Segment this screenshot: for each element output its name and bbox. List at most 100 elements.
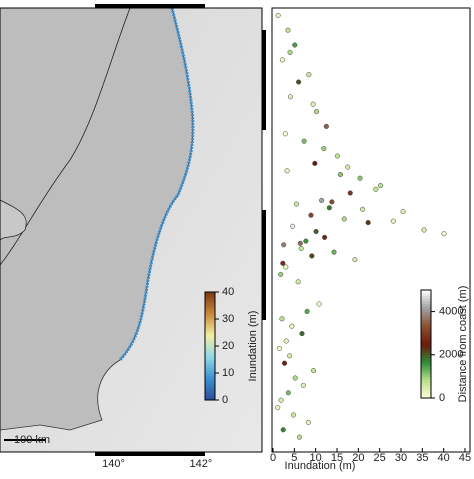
scatter-point bbox=[290, 223, 296, 229]
scatter-point bbox=[283, 338, 289, 344]
colorbar-cell bbox=[205, 319, 215, 323]
colorbar-cell bbox=[205, 397, 215, 401]
scatter-point bbox=[305, 419, 311, 425]
scatter-point bbox=[287, 49, 293, 55]
colorbar-cell bbox=[421, 290, 431, 294]
scatter-point bbox=[400, 208, 406, 215]
colorbar-cell bbox=[421, 354, 431, 358]
scatter-point bbox=[331, 249, 337, 255]
colorbar-cell bbox=[205, 391, 215, 396]
scatter-point bbox=[312, 160, 318, 166]
scatter-point bbox=[306, 72, 312, 78]
colorbar-cell bbox=[205, 305, 215, 309]
colorbar-cell bbox=[421, 357, 431, 361]
scatter-point bbox=[297, 240, 303, 246]
scatter-point bbox=[287, 94, 294, 100]
colorbar-tick-label: 10 bbox=[222, 367, 234, 379]
colorbar-tick-label: 30 bbox=[222, 313, 234, 325]
x-tick-label: 25 bbox=[374, 452, 386, 464]
x-axis-label: Inundation (m) bbox=[285, 460, 356, 472]
colorbar-cell bbox=[205, 378, 215, 382]
scatter-point bbox=[287, 353, 293, 359]
colorbar-cell bbox=[205, 354, 215, 358]
scatter-point bbox=[334, 153, 340, 159]
scatter-point bbox=[441, 231, 447, 237]
colorbar-cell bbox=[421, 389, 431, 394]
scatter-point bbox=[280, 427, 286, 433]
scatter-point bbox=[313, 228, 319, 235]
plot-frame bbox=[271, 7, 471, 453]
colorbar-cell bbox=[205, 337, 215, 342]
coast-inundation bbox=[118, 7, 195, 362]
colorbar-cell bbox=[421, 376, 431, 380]
scatter-point bbox=[279, 57, 285, 63]
colorbar-cell bbox=[205, 351, 215, 355]
colorbar-cell bbox=[205, 302, 215, 306]
colorbar-cell bbox=[421, 368, 431, 372]
colorbar-cell bbox=[205, 362, 215, 366]
scatter-point bbox=[390, 218, 396, 224]
scatter-point bbox=[281, 360, 288, 366]
colorbar-cell bbox=[421, 327, 431, 331]
colorbar-cell bbox=[421, 381, 431, 385]
scatter-point bbox=[300, 382, 306, 388]
colorbar-cell bbox=[205, 294, 215, 298]
colorbar-cell bbox=[205, 316, 215, 320]
frame-bar bbox=[262, 210, 266, 320]
scatter-point bbox=[352, 257, 358, 263]
colorbar-cell bbox=[421, 373, 431, 377]
colorbar-cell bbox=[421, 319, 431, 323]
colorbar-tick-label: 0 bbox=[222, 394, 228, 406]
scatter-point bbox=[280, 260, 286, 266]
scatter-point bbox=[296, 79, 302, 85]
colorbar-cell bbox=[205, 364, 215, 369]
scatter-point bbox=[275, 405, 281, 411]
x-tick-label: 20 bbox=[352, 452, 364, 464]
scatter-point bbox=[296, 434, 303, 440]
colorbar-frame bbox=[420, 289, 432, 399]
colorbar-cell bbox=[205, 327, 215, 331]
scatter-point bbox=[323, 123, 329, 129]
colorbar-cell bbox=[421, 298, 431, 302]
colorbar-cell bbox=[421, 371, 431, 375]
colorbar-cell bbox=[205, 297, 215, 301]
x-tick-label: 5 bbox=[291, 452, 297, 464]
peninsula bbox=[0, 199, 27, 241]
colorbar-cell bbox=[421, 341, 431, 345]
scatter-point bbox=[275, 12, 281, 18]
scatter-point bbox=[282, 131, 288, 137]
colorbar-cell bbox=[421, 333, 431, 337]
scatter-point bbox=[298, 245, 304, 252]
scatter-point bbox=[421, 227, 427, 233]
colorbar-cell bbox=[205, 332, 215, 336]
scatter-point bbox=[322, 234, 328, 240]
colorbar-cell bbox=[205, 329, 215, 333]
scatter-point bbox=[278, 397, 284, 403]
scatter-point bbox=[292, 42, 298, 48]
colorbar-cell bbox=[421, 346, 431, 350]
colorbar-tick-label: 20 bbox=[222, 340, 234, 352]
colorbar-cell bbox=[205, 373, 215, 377]
colorbar-cell bbox=[421, 352, 431, 356]
x-tick-label: 40 bbox=[438, 452, 450, 464]
colorbar-cell bbox=[205, 383, 215, 387]
scatter-point bbox=[293, 201, 300, 207]
colorbar-cell bbox=[205, 308, 215, 312]
colorbar-cell bbox=[421, 292, 431, 296]
scatter-point bbox=[283, 264, 289, 270]
scatter-point bbox=[316, 301, 322, 307]
colorbar-cell bbox=[421, 317, 431, 321]
colorbar-cell bbox=[205, 386, 215, 390]
colorbar-cell bbox=[421, 387, 431, 391]
scatter-point bbox=[365, 220, 371, 226]
colorbar-cell bbox=[205, 300, 215, 304]
scatter-point bbox=[347, 190, 353, 196]
frame-bar bbox=[95, 4, 205, 8]
colorbar-cell bbox=[205, 292, 215, 296]
west-coast bbox=[0, 7, 131, 266]
scatter-point bbox=[304, 308, 310, 314]
colorbar-cell bbox=[421, 308, 431, 313]
colorbar-cell bbox=[421, 360, 431, 364]
scatter-point bbox=[278, 271, 284, 277]
